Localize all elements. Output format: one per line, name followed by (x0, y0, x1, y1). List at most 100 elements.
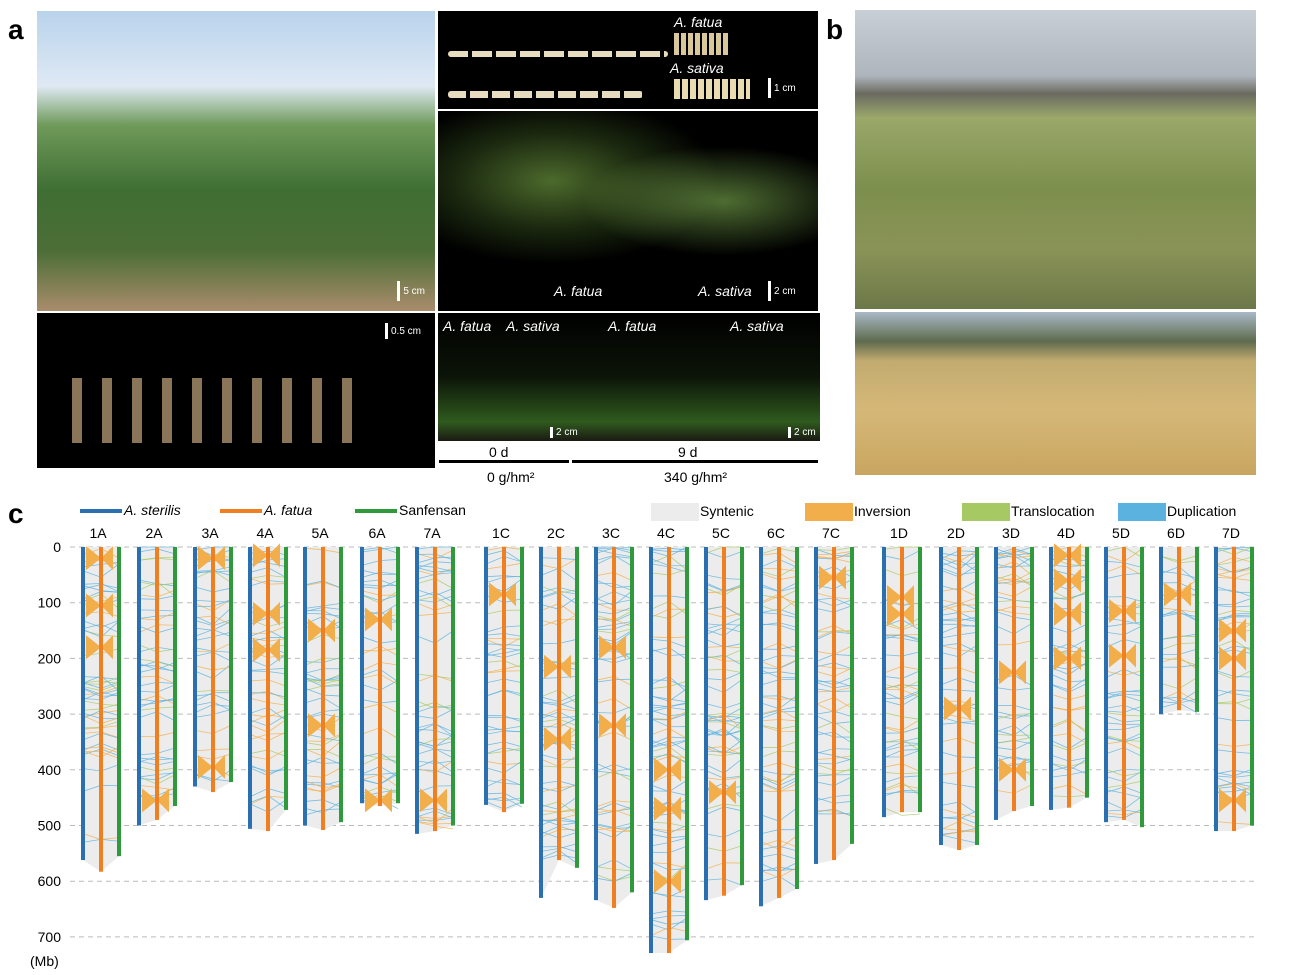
inversion-mark (323, 713, 335, 738)
chromosome-label: 5D (1112, 525, 1130, 541)
chromosome-bar-fatua (722, 547, 726, 896)
chromosome-bar-fatua (502, 547, 506, 813)
y-tick-label: 0 (53, 539, 61, 555)
inversion-mark (380, 788, 392, 813)
inversion-mark (380, 607, 392, 632)
chromosome-bar-fatua (321, 547, 325, 830)
inversion-mark (86, 635, 101, 660)
inversion-mark (268, 638, 280, 663)
chromosome-bar-fatua (378, 547, 382, 807)
chromosome-bar-sterilis (994, 547, 998, 820)
chromosome-bar-sterilis (704, 547, 708, 901)
chromosome-bar-sanfensan (451, 547, 455, 826)
spikelet-scale-bar: 0.5 cm (385, 323, 421, 339)
chromosome-label: 2D (947, 525, 965, 541)
seed-scale-bar: 1 cm (768, 78, 796, 98)
chromosome-bar-sanfensan (1250, 547, 1254, 826)
chromosome-5C: 5C (704, 525, 744, 901)
inversion-mark (902, 585, 914, 610)
inversion-mark (1234, 646, 1246, 671)
chromosome-label: 1D (890, 525, 908, 541)
scale-label: 2 cm (556, 427, 578, 438)
legend-label: A. fatua (263, 502, 312, 518)
chromosome-bar-sanfensan (339, 547, 343, 823)
legend: A. sterilis A. fatua Sanfensan Syntenic Inve… (80, 502, 1236, 521)
chromosome-6A: 6A (360, 525, 400, 813)
chromosome-bar-sterilis (594, 547, 598, 901)
y-axis-label: (Mb) (30, 953, 59, 969)
seedling-photo: A. fatua A. sativa A. fatua A. sativa 2 … (438, 313, 820, 441)
panel-label-a: a (8, 14, 24, 45)
inversion-mark (1219, 788, 1234, 813)
scale-label: 1 cm (774, 82, 796, 94)
chromosome-4D: 4D (1049, 525, 1089, 810)
inversion-mark (544, 654, 559, 679)
field-photo-2 (855, 312, 1256, 475)
inversion-mark (253, 638, 268, 663)
chromosome-bar-sanfensan (1140, 547, 1144, 828)
inversion-mark (323, 618, 335, 643)
chromosome-label: 6A (368, 525, 386, 541)
chromosome-2A: 2A (137, 525, 177, 826)
chromosome-bar-sterilis (137, 547, 141, 826)
seedling-scale-bar-2: 2 cm (788, 427, 816, 438)
y-tick-label: 700 (38, 929, 62, 945)
legend-swatch (355, 509, 397, 513)
inversion-mark (308, 618, 323, 643)
chromosome-7C: 7C (814, 525, 854, 864)
chromosome-bar-sanfensan (575, 547, 579, 868)
inversion-mark (1124, 643, 1136, 668)
chromosome-bar-sanfensan (630, 547, 634, 893)
inversion-mark (614, 635, 626, 660)
inversion-mark (559, 654, 571, 679)
chromosome-bar-sterilis (1159, 547, 1163, 715)
synteny-link (883, 807, 921, 816)
inversion-mark (1109, 599, 1124, 624)
panicle-scale-bar: 2 cm (768, 281, 796, 301)
inversion-mark (198, 755, 213, 780)
inversion-mark (959, 696, 971, 721)
inversion-mark (709, 780, 724, 805)
chromosome-bar-fatua (1232, 547, 1236, 832)
seed-label-fatua: A. fatua (674, 14, 723, 30)
inversion-mark (669, 796, 681, 821)
legend-swatch (1118, 503, 1166, 521)
spikelet-photo: 0.5 cm (37, 313, 435, 468)
inversion-mark (268, 601, 280, 626)
chromosome-bar-sterilis (939, 547, 943, 845)
inversion-mark (489, 582, 504, 607)
plant-photo: 5 cm (37, 11, 435, 311)
chromosome-label: 1A (89, 525, 107, 541)
inversion-mark (669, 757, 681, 782)
inversion-mark (834, 565, 846, 590)
divider-bar (439, 460, 569, 463)
inversion-mark (1234, 788, 1246, 813)
seedling-scale-bar-1: 2 cm (550, 427, 578, 438)
legend-label: Inversion (854, 503, 911, 519)
chromosome-bar-sanfensan (173, 547, 177, 807)
chromosome-bar-fatua (155, 547, 159, 820)
inversion-mark (1014, 757, 1026, 782)
inversion-mark (544, 727, 559, 752)
chromosome-label: 4D (1057, 525, 1075, 541)
inversion-mark (999, 757, 1014, 782)
inversion-mark (1069, 601, 1081, 626)
inversion-mark (1054, 543, 1069, 568)
inversion-mark (1164, 582, 1179, 607)
chromosome-6C: 6C (759, 525, 799, 907)
chromosome-bar-sterilis (248, 547, 252, 829)
legend-label: A. sterilis (123, 502, 181, 518)
plant-scale-bar: 5 cm (397, 281, 425, 301)
inversion-mark (887, 601, 902, 626)
inversion-mark (559, 727, 571, 752)
inversion-mark (902, 601, 914, 626)
inversion-mark (86, 593, 101, 618)
inversion-mark (1054, 601, 1069, 626)
y-tick-label: 500 (38, 818, 62, 834)
chromosome-bar-sanfensan (1085, 547, 1089, 798)
inversion-mark (253, 543, 268, 568)
chromosome-4A: 4A (248, 525, 288, 832)
inversion-mark (999, 660, 1014, 685)
chromosome-bar-sanfensan (1195, 547, 1199, 712)
inversion-mark (614, 713, 626, 738)
